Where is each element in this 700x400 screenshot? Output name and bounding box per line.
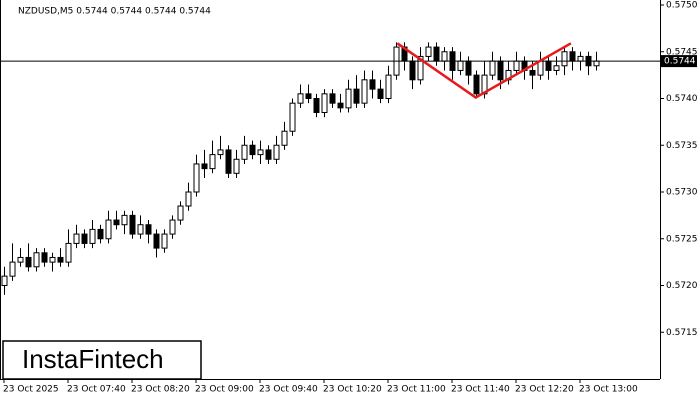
candle-body: [553, 65, 560, 71]
candle-body: [513, 60, 520, 71]
candle-body: [369, 79, 376, 90]
candle-body: [65, 242, 72, 263]
candle-body: [137, 224, 144, 235]
x-tick-label: 23 Oct 12:20: [515, 385, 574, 395]
candle-body: [153, 233, 160, 249]
candle-body: [305, 93, 312, 99]
candle-body: [241, 144, 248, 160]
x-tick-label: 23 Oct 11:40: [451, 385, 510, 395]
candle-body: [73, 233, 80, 244]
x-tick-label: 23 Oct 09:00: [195, 385, 254, 395]
candle-body: [561, 51, 568, 67]
candle-body: [25, 256, 32, 268]
x-tick-label: 23 Oct 2025: [3, 385, 59, 395]
candle-body: [457, 60, 464, 71]
candle-body: [569, 51, 576, 62]
y-tick-label: 0.5730: [666, 188, 698, 198]
y-tick-label: 0.5735: [666, 141, 698, 151]
x-tick-label: 23 Oct 09:40: [259, 385, 318, 395]
x-tick-label: 23 Oct 13:00: [579, 385, 638, 395]
candle-body: [97, 228, 104, 240]
candle-body: [361, 79, 368, 104]
candle-body: [217, 149, 224, 156]
candle-body: [329, 93, 336, 104]
x-tick-label: 23 Oct 10:20: [323, 385, 382, 395]
candle-body: [313, 98, 320, 114]
candle-body: [321, 93, 328, 114]
logo: InstaFintech: [22, 344, 164, 374]
candle-body: [113, 219, 120, 226]
candle-body: [209, 154, 216, 170]
candle-body: [225, 149, 232, 174]
y-tick-label: 0.5740: [666, 94, 698, 104]
candle-body: [473, 74, 480, 95]
logo-box: [2, 340, 202, 380]
candle-body: [497, 60, 504, 81]
x-tick-label: 23 Oct 07:40: [67, 385, 126, 395]
candle-body: [577, 55, 584, 62]
y-tick-label: 0.5720: [666, 281, 698, 291]
y-tick-label: 0.5715: [666, 328, 698, 338]
candle-body: [441, 51, 448, 62]
candle-body: [593, 60, 600, 67]
candle-body: [353, 88, 360, 104]
chart-title: NZDUSD,M5 0.5744 0.5744 0.5744 0.5744: [18, 7, 211, 17]
candle-body: [425, 46, 432, 57]
candle-body: [297, 93, 304, 104]
y-tick-label: 0.5745: [666, 47, 698, 57]
candle-body: [81, 233, 88, 244]
last-price-box: [661, 55, 697, 68]
candle-body: [465, 60, 472, 76]
candle-body: [529, 69, 536, 76]
candle-body: [337, 102, 344, 109]
x-tick-label: 23 Oct 08:20: [131, 385, 190, 395]
candle-body: [489, 60, 496, 76]
candle-body: [417, 55, 424, 81]
y-tick-label: 0.5725: [666, 234, 698, 244]
candle-body: [89, 228, 96, 244]
candle-body: [185, 191, 192, 207]
candle-body: [281, 130, 288, 146]
pattern-line: [396, 42, 572, 100]
candle-body: [409, 60, 416, 81]
candle-body: [1, 275, 8, 286]
candle-body: [129, 214, 136, 235]
candle-body: [545, 60, 552, 71]
candle-body: [201, 163, 208, 170]
candle-body: [257, 149, 264, 156]
candle-body: [537, 60, 544, 76]
candle-body: [233, 158, 240, 174]
candle-body: [57, 256, 64, 263]
candle-body: [105, 219, 112, 240]
y-tick-label: 0.5750: [666, 1, 698, 11]
candle-body: [377, 88, 384, 100]
candle-body: [9, 261, 16, 277]
candle-body: [289, 102, 296, 132]
candle-body: [273, 144, 280, 160]
candle-body: [17, 256, 24, 263]
x-tick-label: 23 Oct 11:00: [387, 385, 446, 395]
candle-body: [193, 163, 200, 193]
candle-body: [161, 233, 168, 249]
last-price-label: 0.5744: [664, 57, 696, 67]
candle-body: [33, 252, 40, 268]
candle-body: [121, 214, 128, 226]
candle-body: [169, 219, 176, 235]
candle-body: [177, 205, 184, 221]
candle-body: [265, 149, 272, 160]
candle-body: [345, 88, 352, 109]
candle-body: [433, 46, 440, 62]
candle-body: [145, 224, 152, 235]
candle-body: [41, 252, 48, 263]
candle-body: [385, 74, 392, 99]
candle-body: [249, 144, 256, 156]
candle-body: [49, 256, 56, 263]
